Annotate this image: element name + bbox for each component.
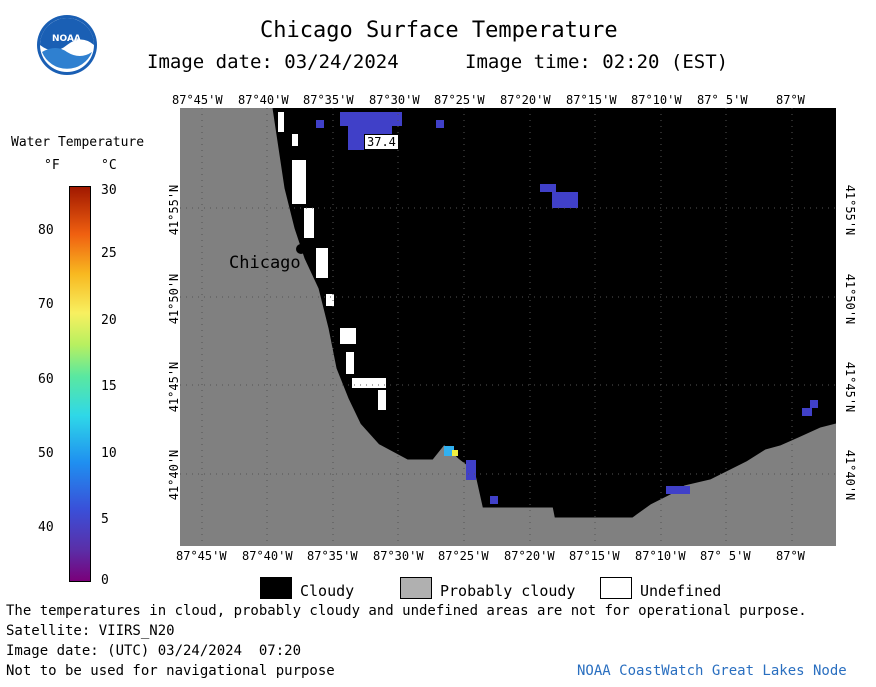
city-label: Chicago [229, 253, 301, 273]
noaa-logo-text: NOAA [52, 34, 81, 44]
top-lon-label: 87°40'W [238, 93, 289, 107]
chicago-marker [296, 244, 306, 254]
credit: NOAA CoastWatch Great Lakes Node [577, 663, 847, 679]
bottom-lon-label: 87°15'W [569, 549, 620, 563]
right-lat-label: 41°55'N [843, 184, 857, 236]
legend-probably-cloudy-label: Probably cloudy [440, 582, 576, 600]
left-lat-label: 41°45'N [167, 361, 181, 413]
bottom-lon-label: 87° 5'W [700, 549, 751, 563]
c-tick-10: 10 [101, 446, 117, 461]
c-tick-0: 0 [101, 573, 109, 588]
image-time: Image time: 02:20 (EST) [465, 51, 729, 73]
c-tick-5: 5 [101, 512, 109, 527]
legend-cloudy-label: Cloudy [300, 582, 355, 600]
c-tick-15: 15 [101, 379, 117, 394]
bottom-lon-label: 87°40'W [242, 549, 293, 563]
legend-undefined-label: Undefined [640, 582, 722, 600]
top-lon-label: 87°20'W [500, 93, 551, 107]
top-lon-label: 87°15'W [566, 93, 617, 107]
f-tick-40: 40 [38, 520, 54, 535]
c-tick-20: 20 [101, 313, 117, 328]
legend-probably-cloudy-swatch [400, 577, 432, 599]
graticule [180, 108, 836, 546]
nav-warning: Not to be used for navigational purpose [6, 663, 335, 679]
bottom-lon-label: 87°W [776, 549, 805, 563]
bottom-lon-label: 87°35'W [307, 549, 358, 563]
utc-date: Image date: (UTC) 03/24/2024 07:20 [6, 643, 302, 659]
left-lat-label: 41°55'N [167, 184, 181, 236]
top-lon-label: 87° 5'W [697, 93, 748, 107]
bottom-lon-label: 87°20'W [504, 549, 555, 563]
image-date: Image date: 03/24/2024 [147, 51, 399, 73]
bottom-lon-label: 87°30'W [373, 549, 424, 563]
colorbar [69, 186, 91, 582]
top-lon-label: 87°30'W [369, 93, 420, 107]
page-title: Chicago Surface Temperature [260, 18, 618, 43]
top-lon-label: 87°25'W [434, 93, 485, 107]
noaa-logo-icon [37, 15, 97, 75]
disclaimer: The temperatures in cloud, probably clou… [6, 603, 807, 619]
temperature-label: 37.4 [364, 134, 399, 150]
left-lat-label: 41°40'N [167, 449, 181, 501]
right-lat-label: 41°40'N [843, 449, 857, 501]
f-tick-60: 60 [38, 372, 54, 387]
colorbar-unit-f: °F [44, 158, 60, 173]
bottom-lon-label: 87°10'W [635, 549, 686, 563]
f-tick-70: 70 [38, 297, 54, 312]
warm-water-pixels [444, 446, 458, 456]
top-lon-label: 87°35'W [303, 93, 354, 107]
bottom-lon-label: 87°25'W [438, 549, 489, 563]
right-lat-label: 41°50'N [843, 273, 857, 325]
top-lon-label: 87°W [776, 93, 805, 107]
land-area [180, 108, 836, 546]
bottom-lon-label: 87°45'W [176, 549, 227, 563]
legend-cloudy-swatch [260, 577, 292, 599]
c-tick-30: 30 [101, 183, 117, 198]
f-tick-80: 80 [38, 223, 54, 238]
legend-undefined-swatch [600, 577, 632, 599]
left-lat-label: 41°50'N [167, 273, 181, 325]
right-lat-label: 41°45'N [843, 361, 857, 413]
f-tick-50: 50 [38, 446, 54, 461]
noaa-logo: NOAA [36, 14, 98, 76]
top-lon-label: 87°10'W [631, 93, 682, 107]
satellite: Satellite: VIIRS_N20 [6, 623, 175, 639]
sst-map [180, 108, 836, 546]
top-lon-label: 87°45'W [172, 93, 223, 107]
c-tick-25: 25 [101, 246, 117, 261]
colorbar-unit-c: °C [101, 158, 117, 173]
undefined-areas [278, 112, 386, 410]
colorbar-title: Water Temperature [11, 135, 145, 150]
